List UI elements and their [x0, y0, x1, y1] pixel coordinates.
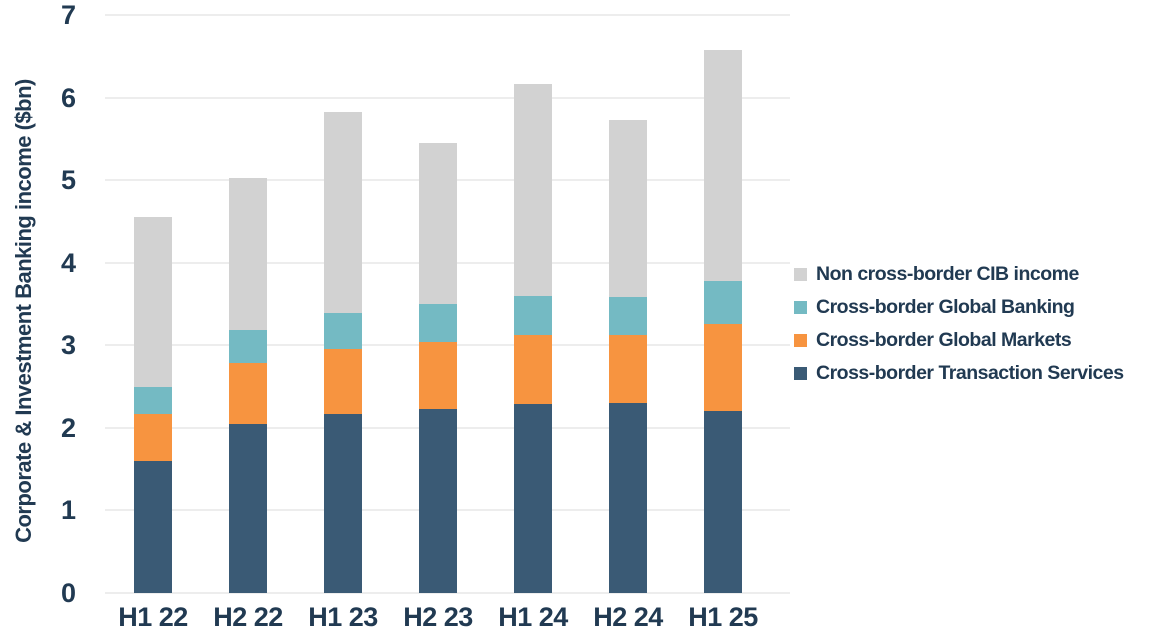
bar-segment — [609, 296, 647, 336]
bar-segment — [324, 111, 362, 314]
bar-segment — [229, 177, 267, 330]
bar-segment — [609, 119, 647, 297]
legend-item: Cross-border Global Banking — [794, 291, 1124, 324]
bar-segment — [704, 49, 742, 281]
bar-segment — [134, 217, 172, 387]
legend-label: Cross-border Global Markets — [816, 329, 1072, 351]
legend-label: Non cross-border CIB income — [816, 263, 1079, 285]
bar-segment — [514, 83, 552, 296]
bar-segment — [704, 323, 742, 412]
bar-segment — [229, 329, 267, 363]
bar-segment — [514, 295, 552, 335]
bar-segment — [419, 143, 457, 305]
y-tick-label: 1 — [60, 495, 76, 526]
bar-segment — [229, 423, 267, 593]
y-tick-label: 7 — [60, 0, 76, 30]
x-tick-label: H2 24 — [593, 602, 663, 632]
y-tick-label: 0 — [60, 578, 76, 608]
gridline — [105, 592, 790, 594]
legend-swatch — [794, 301, 807, 314]
y-axis-title: Corporate & Investment Banking income ($… — [11, 79, 36, 543]
bar-segment — [514, 403, 552, 593]
bar-segment — [324, 348, 362, 414]
bar-segment — [229, 362, 267, 424]
legend-swatch — [794, 334, 807, 347]
bar-segment — [704, 411, 742, 593]
x-tick-label: H1 24 — [498, 602, 568, 632]
x-tick-label: H2 22 — [213, 602, 283, 632]
bar-segment — [609, 335, 647, 404]
bar-h2-24 — [609, 119, 647, 593]
bar-segment — [419, 408, 457, 593]
y-tick-label: 6 — [60, 82, 76, 113]
bar-h2-23 — [419, 143, 457, 593]
legend-label: Cross-border Global Banking — [816, 296, 1075, 318]
x-tick-label: H2 23 — [403, 602, 473, 632]
legend-swatch — [794, 268, 807, 281]
legend-item: Cross-border Transaction Services — [794, 357, 1124, 390]
bar-segment — [134, 386, 172, 414]
gridline — [105, 96, 790, 99]
y-tick-label: 2 — [60, 412, 76, 443]
bar-h2-22 — [229, 177, 267, 593]
bar-segment — [419, 342, 457, 409]
legend: Non cross-border CIB income Cross-border … — [794, 258, 1124, 390]
bar-segment — [324, 313, 362, 349]
y-tick-label: 3 — [60, 330, 76, 361]
y-tick-label: 5 — [60, 165, 76, 196]
bar-segment — [324, 413, 362, 593]
x-tick-label: H1 25 — [688, 602, 758, 632]
plot-area — [105, 14, 790, 594]
bar-h1-24 — [514, 83, 552, 593]
legend-item: Cross-border Global Markets — [794, 324, 1124, 357]
bar-segment — [609, 403, 647, 593]
bar-h1-22 — [134, 217, 172, 593]
legend-label: Cross-border Transaction Services — [816, 362, 1124, 384]
bar-segment — [134, 413, 172, 461]
bar-h1-25 — [704, 49, 742, 593]
bar-segment — [419, 304, 457, 342]
bar-segment — [704, 280, 742, 324]
legend-item: Non cross-border CIB income — [794, 258, 1124, 291]
bar-segment — [134, 460, 172, 593]
bar-h1-23 — [324, 111, 362, 593]
bar-segment — [514, 334, 552, 404]
legend-swatch — [794, 367, 807, 380]
y-tick-label: 4 — [60, 247, 76, 278]
x-tick-label: H1 22 — [118, 602, 188, 632]
x-tick-label: H1 23 — [308, 602, 378, 632]
gridline — [105, 14, 790, 16]
